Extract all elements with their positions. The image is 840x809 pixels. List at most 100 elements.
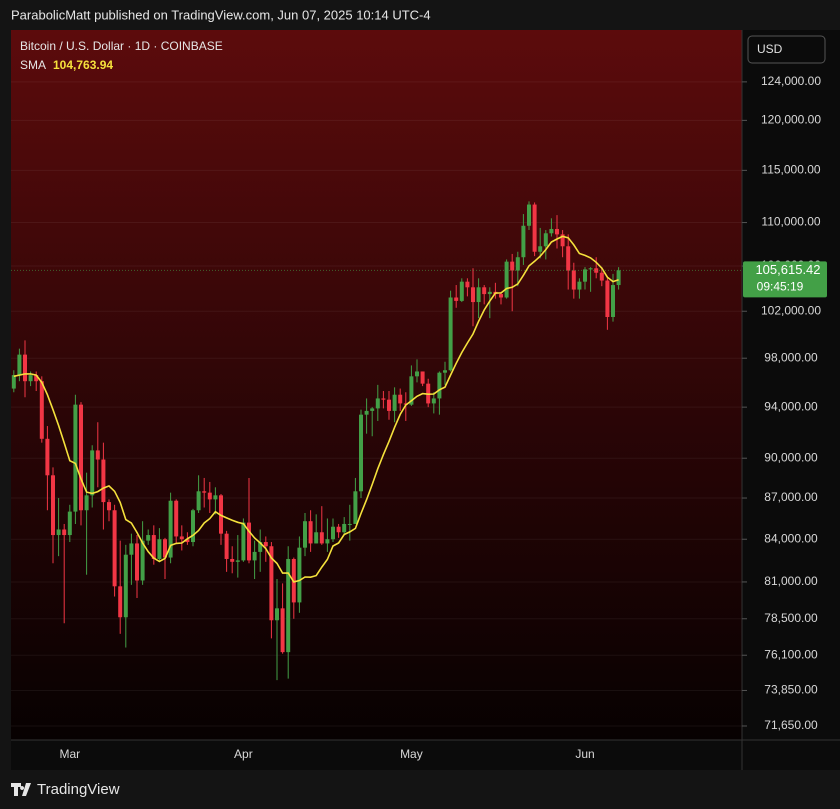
candle-body bbox=[101, 459, 106, 503]
candle-body bbox=[51, 475, 55, 536]
y-tick-label: 76,100.00 bbox=[764, 647, 818, 661]
candle-body bbox=[611, 285, 615, 318]
candle-body bbox=[258, 542, 263, 552]
candle-body bbox=[336, 526, 341, 533]
candle-body bbox=[23, 354, 27, 382]
candle-body bbox=[599, 272, 604, 281]
candle-body bbox=[79, 404, 83, 511]
y-tick-label: 102,000.00 bbox=[761, 303, 821, 317]
candle-body bbox=[443, 370, 447, 373]
candle-body bbox=[538, 246, 543, 252]
candle-body bbox=[398, 394, 403, 404]
publisher-line: ParabolicMatt published on TradingView.c… bbox=[11, 7, 431, 22]
candle-body bbox=[191, 510, 195, 543]
x-tick-label: Mar bbox=[59, 747, 80, 761]
candle-body bbox=[123, 554, 128, 618]
candle-body bbox=[84, 495, 89, 511]
y-tick-label: 87,000.00 bbox=[764, 490, 818, 504]
candle-body bbox=[39, 381, 44, 439]
candle-body bbox=[151, 535, 156, 559]
y-tick-label: 115,000.00 bbox=[761, 163, 820, 177]
candle-body bbox=[297, 547, 302, 603]
candle-body bbox=[241, 522, 246, 561]
candle-body bbox=[107, 502, 111, 511]
candle-body bbox=[196, 491, 201, 511]
candle-body bbox=[325, 539, 330, 544]
candle-body bbox=[504, 261, 509, 298]
indicator-value: 104,763.94 bbox=[53, 58, 113, 72]
candle-body bbox=[454, 297, 459, 301]
y-tick-label: 71,650.00 bbox=[764, 718, 818, 732]
candle-body bbox=[174, 500, 179, 537]
candle-body bbox=[319, 532, 324, 544]
candle-body bbox=[431, 398, 436, 404]
candle-body bbox=[448, 297, 453, 371]
candle-body bbox=[476, 287, 481, 303]
candle-body bbox=[588, 268, 593, 270]
candle-body bbox=[465, 281, 470, 288]
plot-area bbox=[11, 30, 742, 740]
candle-body bbox=[616, 270, 621, 286]
candle-body bbox=[224, 533, 229, 559]
candle-body bbox=[532, 204, 537, 252]
y-tick-label: 84,000.00 bbox=[764, 531, 818, 545]
candle-body bbox=[605, 280, 610, 318]
candles bbox=[11, 201, 621, 681]
candle-body bbox=[263, 542, 268, 547]
candle-body bbox=[286, 558, 291, 653]
candle-body bbox=[163, 539, 167, 558]
candle-body bbox=[90, 450, 95, 496]
candle-body bbox=[571, 270, 576, 290]
candle-body bbox=[381, 398, 386, 400]
candle-body bbox=[499, 294, 503, 298]
candle-body bbox=[252, 551, 257, 561]
countdown: 09:45:19 bbox=[757, 279, 804, 293]
candle-body bbox=[437, 372, 442, 399]
brand: TradingView bbox=[37, 781, 120, 798]
candle-body bbox=[303, 521, 307, 548]
currency: USD bbox=[757, 42, 783, 56]
candle-body bbox=[482, 287, 487, 295]
candle-body bbox=[213, 495, 218, 500]
last-price-box bbox=[743, 261, 827, 298]
candle-body bbox=[308, 521, 313, 544]
candle-body bbox=[45, 438, 50, 476]
candle-body bbox=[67, 511, 72, 536]
candle-body bbox=[146, 535, 151, 541]
candle-body bbox=[459, 281, 464, 301]
y-tick-label: 73,850.00 bbox=[764, 683, 818, 697]
candle-body bbox=[275, 608, 279, 621]
candle-body bbox=[56, 529, 61, 536]
candle-body bbox=[364, 410, 369, 415]
candle-body bbox=[62, 529, 67, 536]
candle-body bbox=[11, 375, 16, 389]
brand-logo bbox=[11, 783, 31, 796]
candle-body bbox=[527, 204, 531, 226]
y-tick-label: 98,000.00 bbox=[764, 350, 818, 364]
currency-box[interactable] bbox=[747, 35, 826, 64]
candle-body bbox=[415, 371, 419, 377]
x-tick-label: Apr bbox=[234, 747, 253, 761]
candle-body bbox=[521, 225, 526, 258]
candle-body bbox=[207, 492, 212, 500]
candle-body bbox=[17, 354, 22, 376]
candle-body bbox=[202, 491, 207, 493]
candle-body bbox=[566, 246, 571, 271]
candle-body bbox=[314, 532, 319, 544]
candle-body bbox=[235, 560, 240, 562]
y-tick-label: 90,000.00 bbox=[764, 450, 818, 464]
candle-body bbox=[342, 523, 347, 533]
candle-body bbox=[392, 394, 397, 411]
candle-body bbox=[118, 586, 123, 618]
candle-body bbox=[549, 228, 554, 234]
candle-body bbox=[95, 450, 100, 460]
candle-body bbox=[370, 408, 375, 411]
candle-body bbox=[157, 539, 162, 559]
candle-body bbox=[28, 375, 33, 382]
y-tick-label: 78,500.00 bbox=[764, 611, 818, 625]
candle-body bbox=[331, 526, 335, 540]
y-tick-label: 81,000.00 bbox=[764, 574, 818, 588]
candle-body bbox=[409, 376, 414, 405]
